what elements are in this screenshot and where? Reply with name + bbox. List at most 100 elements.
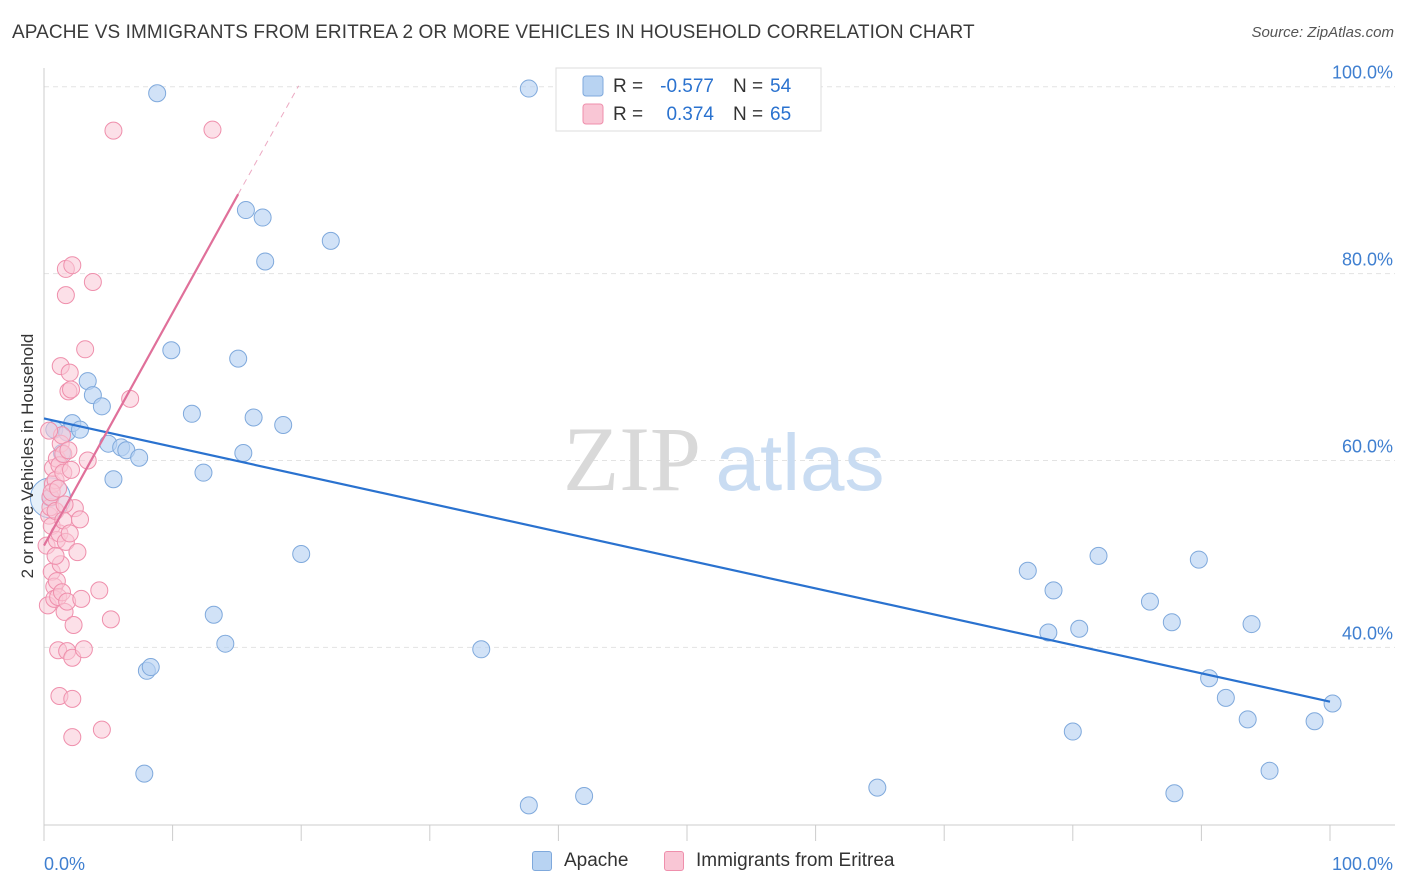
chart-title: APACHE VS IMMIGRANTS FROM ERITREA 2 OR M… xyxy=(12,22,975,43)
apache-point xyxy=(256,252,275,271)
eritrea-trend-extension xyxy=(237,85,300,195)
source-note: Source: ZipAtlas.com xyxy=(1251,24,1394,41)
stats-n-label-1: N = xyxy=(733,76,763,97)
eritrea-point xyxy=(59,441,78,460)
stats-r-value-1: -0.577 xyxy=(660,76,714,97)
apache-point xyxy=(1260,761,1279,780)
apache-trend-line xyxy=(43,417,1331,703)
eritrea-point xyxy=(49,479,68,498)
apache-points xyxy=(29,79,1342,815)
eritrea-point xyxy=(104,121,123,140)
legend-label-eritrea: Immigrants from Eritrea xyxy=(696,850,895,871)
apache-point xyxy=(204,605,223,624)
apache-point xyxy=(1162,613,1181,632)
eritrea-point xyxy=(101,610,120,629)
apache-point xyxy=(148,84,167,103)
apache-point xyxy=(1323,694,1342,713)
apache-point xyxy=(130,448,149,467)
trend-lines xyxy=(43,85,1331,703)
apache-point xyxy=(1189,550,1208,569)
apache-point xyxy=(575,787,594,806)
apache-point xyxy=(244,408,263,427)
tick-labels: 40.0% 60.0% 80.0% 100.0% 0.0% 100.0% xyxy=(44,63,1393,874)
stats-n-value-2: 65 xyxy=(770,104,791,125)
apache-point xyxy=(1070,619,1089,638)
eritrea-point xyxy=(92,720,111,739)
eritrea-point xyxy=(78,451,97,470)
eritrea-point xyxy=(72,589,91,608)
apache-point xyxy=(71,420,90,439)
eritrea-point xyxy=(203,120,222,139)
y-tick-label: 40.0% xyxy=(1342,623,1393,643)
eritrea-point xyxy=(64,616,83,635)
eritrea-point xyxy=(40,421,59,440)
apache-point xyxy=(229,349,248,368)
eritrea-point xyxy=(62,460,81,479)
eritrea-point xyxy=(62,380,81,399)
eritrea-point xyxy=(63,256,82,275)
eritrea-point xyxy=(63,689,82,708)
watermark: ZIP atlas xyxy=(563,408,884,510)
stats-r-label-1: R = xyxy=(613,76,643,97)
eritrea-trend-line xyxy=(43,193,240,547)
apache-point xyxy=(1018,561,1037,580)
apache-point xyxy=(1305,712,1324,731)
apache-point xyxy=(1242,615,1261,634)
apache-point xyxy=(292,544,311,563)
eritrea-point xyxy=(68,543,87,562)
apache-point xyxy=(162,341,181,360)
apache-point xyxy=(234,444,253,463)
apache-point xyxy=(519,79,538,98)
bottom-legend: Apache Immigrants from Eritrea xyxy=(0,850,1406,880)
apache-point xyxy=(1039,623,1058,642)
watermark-atlas: atlas xyxy=(716,418,885,507)
apache-point xyxy=(1089,546,1108,565)
legend-item-eritrea: Immigrants from Eritrea xyxy=(664,850,894,872)
legend-swatch-apache xyxy=(532,851,552,871)
apache-point xyxy=(236,201,255,220)
apache-swatch xyxy=(582,75,604,97)
apache-point xyxy=(1238,710,1257,729)
apache-point xyxy=(253,208,272,227)
legend-item-apache: Apache xyxy=(532,850,628,872)
apache-point xyxy=(519,796,538,815)
apache-point xyxy=(1140,592,1159,611)
axes xyxy=(43,68,1395,841)
eritrea-point xyxy=(90,581,109,600)
apache-point xyxy=(135,764,154,783)
apache-point xyxy=(1165,784,1184,803)
apache-point xyxy=(216,634,235,653)
apache-point xyxy=(274,416,293,435)
stats-r-label-2: R = xyxy=(613,104,643,125)
stats-n-value-1: 54 xyxy=(770,76,792,97)
eritrea-point xyxy=(71,510,90,529)
eritrea-point xyxy=(76,340,95,359)
stats-legend: R = -0.577 N = 54 R = 0.374 N = 65 xyxy=(555,67,822,132)
legend-label-apache: Apache xyxy=(564,850,629,871)
eritrea-point xyxy=(74,640,93,659)
y-tick-label: 80.0% xyxy=(1342,250,1393,270)
apache-point xyxy=(182,404,201,423)
apache-point xyxy=(1044,581,1063,600)
eritrea-points xyxy=(37,120,222,747)
apache-point xyxy=(1216,688,1235,707)
x-tick-label-start: 0.0% xyxy=(44,854,85,874)
apache-point xyxy=(472,640,491,659)
stats-n-label-2: N = xyxy=(733,104,763,125)
eritrea-point xyxy=(60,363,79,382)
apache-point xyxy=(92,397,111,416)
apache-point xyxy=(868,778,887,797)
grid-lines xyxy=(44,86,1395,648)
apache-point xyxy=(1200,669,1219,688)
y-tick-label: 100.0% xyxy=(1332,63,1393,83)
eritrea-point xyxy=(56,286,75,305)
apache-point xyxy=(141,658,160,677)
apache-point xyxy=(1063,722,1082,741)
apache-point xyxy=(321,231,340,250)
y-tick-label: 60.0% xyxy=(1342,437,1393,457)
eritrea-point xyxy=(83,273,102,292)
watermark-zip: ZIP xyxy=(563,408,701,510)
eritrea-point xyxy=(63,728,82,747)
legend-swatch-eritrea xyxy=(664,851,684,871)
